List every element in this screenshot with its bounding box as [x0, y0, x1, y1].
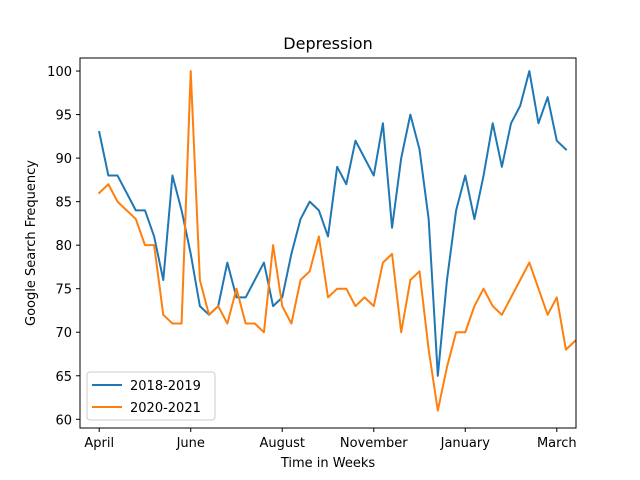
y-tick-label: 60 — [55, 413, 72, 428]
series-line-2020-2021 — [97, 70, 577, 412]
x-tick-label: June — [176, 436, 205, 451]
y-tick-label: 80 — [55, 239, 72, 254]
x-tick-label: January — [440, 436, 491, 451]
series-line-2018-2019 — [98, 70, 568, 377]
x-axis-label: Time in Weeks — [280, 456, 376, 471]
y-axis: 60 65 70 75 80 85 90 95 100 — [47, 65, 80, 428]
x-axis: April June August November January March — [84, 428, 577, 451]
y-axis-label: Google Search Frequency — [24, 160, 39, 326]
plot-frame — [79, 57, 577, 429]
y-tick-label: 85 — [55, 196, 72, 211]
y-tick-label: 75 — [55, 283, 72, 298]
x-tick-label: April — [84, 436, 114, 451]
y-tick-label: 70 — [55, 326, 72, 341]
legend: 2018-2019 2020-2021 — [86, 371, 216, 421]
legend-label-2020-2021: 2020-2021 — [130, 401, 201, 416]
chart-title: Depression — [283, 34, 372, 53]
y-tick-label: 100 — [47, 65, 72, 80]
y-tick-label: 95 — [55, 109, 72, 124]
x-tick-label: August — [259, 436, 305, 451]
x-tick-label: November — [340, 436, 408, 451]
y-tick-label: 65 — [55, 370, 72, 385]
legend-label-2018-2019: 2018-2019 — [130, 379, 201, 394]
series-layer — [97, 70, 577, 412]
x-tick-label: March — [537, 436, 577, 451]
y-tick-label: 90 — [55, 152, 72, 167]
